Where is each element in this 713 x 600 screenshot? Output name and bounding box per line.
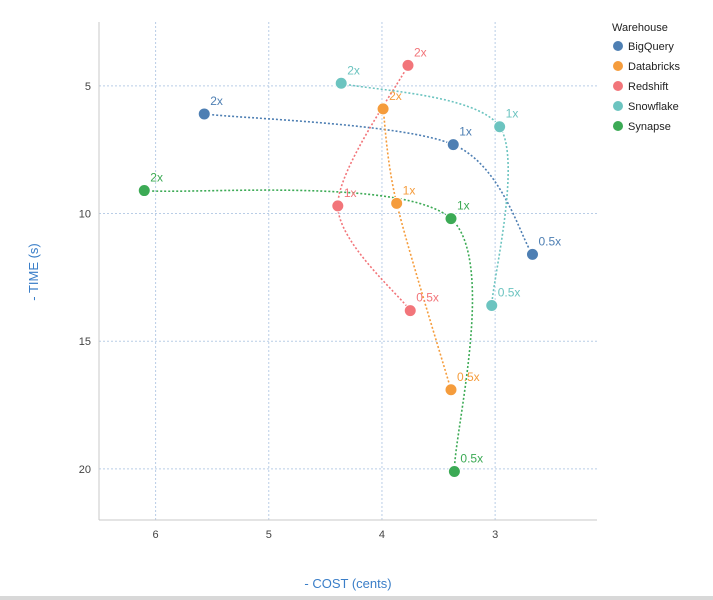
point-label-bigquery: 0.5x <box>538 234 561 248</box>
point-label-snowflake: 2x <box>347 63 360 77</box>
legend-label-snowflake: Snowflake <box>628 101 679 113</box>
point-redshift[interactable] <box>403 304 417 318</box>
legend: Warehouse BigQuery Databricks Redshift Snow… <box>612 22 680 133</box>
point-synapse[interactable] <box>137 184 151 198</box>
point-label-bigquery: 1x <box>459 125 472 139</box>
point-snowflake[interactable] <box>485 298 499 312</box>
point-label-snowflake: 0.5x <box>498 285 521 299</box>
legend-marker-databricks <box>613 61 623 71</box>
point-label-bigquery: 2x <box>210 94 223 108</box>
legend-marker-synapse <box>613 121 623 131</box>
point-snowflake[interactable] <box>334 76 348 90</box>
bottom-strip <box>0 596 713 600</box>
legend-marker-snowflake <box>613 101 623 111</box>
point-bigquery[interactable] <box>197 107 211 121</box>
x-axis-title: - COST (cents) <box>304 576 391 591</box>
axes: 6 5 4 3 5 10 15 20 <box>79 22 597 541</box>
legend-marker-redshift <box>613 81 623 91</box>
point-synapse[interactable] <box>444 212 458 226</box>
legend-title: Warehouse <box>612 22 668 34</box>
point-databricks[interactable] <box>376 102 390 116</box>
legend-label-synapse: Synapse <box>628 121 671 133</box>
point-snowflake[interactable] <box>493 120 507 134</box>
point-labels: 2x 1x 0.5x 2x 1x 0.5x 2x 1x 0.5x 2x 1x 0.5x 2x 1x 0.5x <box>150 45 561 465</box>
y-tick-label: 5 <box>85 81 91 93</box>
x-tick-label: 3 <box>492 529 498 541</box>
y-tick-label: 15 <box>79 336 91 348</box>
point-label-databricks: 0.5x <box>457 370 480 384</box>
point-label-redshift: 0.5x <box>416 291 439 305</box>
point-databricks[interactable] <box>390 196 404 210</box>
y-tick-label: 20 <box>79 464 91 476</box>
legend-marker-bigquery <box>613 41 623 51</box>
point-redshift[interactable] <box>331 199 345 213</box>
point-label-snowflake: 1x <box>506 107 519 121</box>
point-databricks[interactable] <box>444 383 458 397</box>
point-label-databricks: 1x <box>403 183 416 197</box>
point-synapse[interactable] <box>447 464 461 478</box>
point-bigquery[interactable] <box>525 247 539 261</box>
legend-label-redshift: Redshift <box>628 81 668 93</box>
series-line-databricks <box>382 108 452 390</box>
point-bigquery[interactable] <box>446 138 460 152</box>
series-line-redshift <box>337 65 411 312</box>
point-label-synapse: 0.5x <box>460 451 483 465</box>
point-label-redshift: 1x <box>344 186 357 200</box>
x-tick-label: 5 <box>266 529 272 541</box>
legend-label-databricks: Databricks <box>628 61 680 73</box>
series-line-snowflake <box>340 82 509 306</box>
point-label-synapse: 1x <box>457 199 470 213</box>
y-tick-label: 10 <box>79 209 91 221</box>
x-tick-label: 6 <box>153 529 159 541</box>
point-label-redshift: 2x <box>414 45 427 59</box>
y-axis-title: - TIME (s) <box>26 243 41 301</box>
x-tick-label: 4 <box>379 529 385 541</box>
point-redshift[interactable] <box>401 58 415 72</box>
grid <box>99 22 597 520</box>
legend-label-bigquery: BigQuery <box>628 41 674 53</box>
point-label-synapse: 2x <box>150 171 163 185</box>
series-points <box>137 58 539 478</box>
point-label-databricks: 2x <box>389 89 402 103</box>
plot-area <box>99 22 597 520</box>
